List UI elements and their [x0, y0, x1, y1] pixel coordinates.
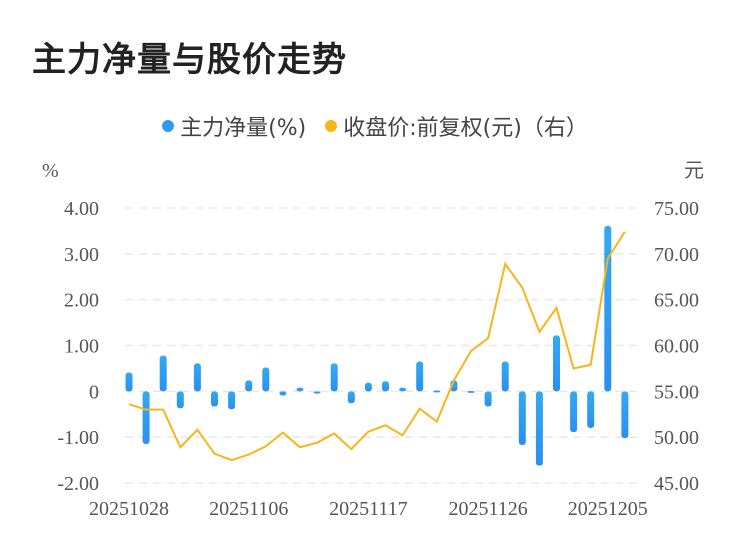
legend-item-net-volume[interactable]: 主力净量(%): [162, 110, 306, 142]
net-volume-bar: [176, 391, 184, 409]
net-volume-bar: [330, 363, 338, 392]
legend-label: 主力净量(%): [180, 116, 307, 141]
net-volume-bar: [125, 372, 133, 392]
legend-item-close-price[interactable]: 收盘价:前复权(元)（右）: [325, 110, 588, 142]
net-volume-bar: [159, 355, 167, 392]
net-volume-bar: [570, 391, 578, 433]
net-volume-bar: [142, 391, 150, 445]
left-tick-label: 0: [89, 381, 99, 403]
net-volume-bar: [518, 391, 526, 445]
left-tick-label: 1.00: [64, 336, 99, 358]
x-tick-label: 20251205: [568, 498, 648, 520]
legend: 主力净量(%) 收盘价:前复权(元)（右）: [0, 110, 750, 142]
net-volume-bar: [347, 391, 355, 404]
chart-title: 主力净量与股价走势: [32, 40, 347, 80]
net-volume-bar: [416, 361, 424, 392]
right-tick-label: 65.00: [654, 290, 699, 312]
net-volume-bar: [399, 387, 407, 392]
right-axis-unit: 元: [684, 160, 704, 182]
x-tick-label: 20251126: [448, 498, 527, 520]
net-volume-bar: [279, 391, 287, 396]
net-volume-bar: [433, 390, 441, 393]
legend-marker: [162, 120, 175, 132]
net-volume-bar: [553, 335, 560, 392]
left-tick-label: 3.00: [64, 244, 99, 266]
left-axis-unit: %: [42, 160, 59, 182]
left-tick-label: 2.00: [64, 290, 99, 312]
close-price-line: [128, 231, 626, 462]
right-tick-label: 70.00: [654, 244, 699, 266]
net-volume-bar: [245, 380, 253, 392]
net-volume-bar: [262, 367, 270, 392]
net-volume-bar: [535, 391, 543, 466]
net-volume-bar: [313, 391, 321, 394]
net-volume-bar: [382, 381, 389, 392]
legend-label: 收盘价:前复权(元)（右）: [343, 116, 588, 141]
net-volume-bar: [501, 361, 509, 392]
net-volume-bar: [296, 387, 304, 392]
net-volume-bar: [604, 225, 612, 392]
right-tick-label: 50.00: [654, 427, 699, 449]
left-tick-label: 4.00: [64, 198, 99, 220]
right-tick-label: 60.00: [654, 336, 699, 358]
right-tick-label: 55.00: [654, 381, 699, 403]
net-volume-bar: [621, 391, 629, 439]
net-volume-bar: [193, 363, 201, 392]
net-volume-bar: [228, 391, 236, 410]
legend-marker: [325, 120, 338, 132]
x-tick-label: 20251106: [209, 498, 288, 520]
x-tick-label: 20251028: [89, 498, 169, 520]
net-volume-bar: [211, 391, 218, 407]
left-tick-label: -2.00: [57, 473, 99, 495]
left-tick-label: -1.00: [57, 427, 99, 449]
x-tick-label: 20251117: [329, 498, 408, 520]
right-tick-label: 45.00: [654, 473, 699, 495]
right-tick-label: 75.00: [654, 198, 699, 220]
net-volume-bar: [364, 382, 372, 392]
net-volume-bar: [484, 391, 492, 407]
net-volume-bar: [467, 390, 475, 393]
net-volume-bar: [587, 391, 595, 428]
